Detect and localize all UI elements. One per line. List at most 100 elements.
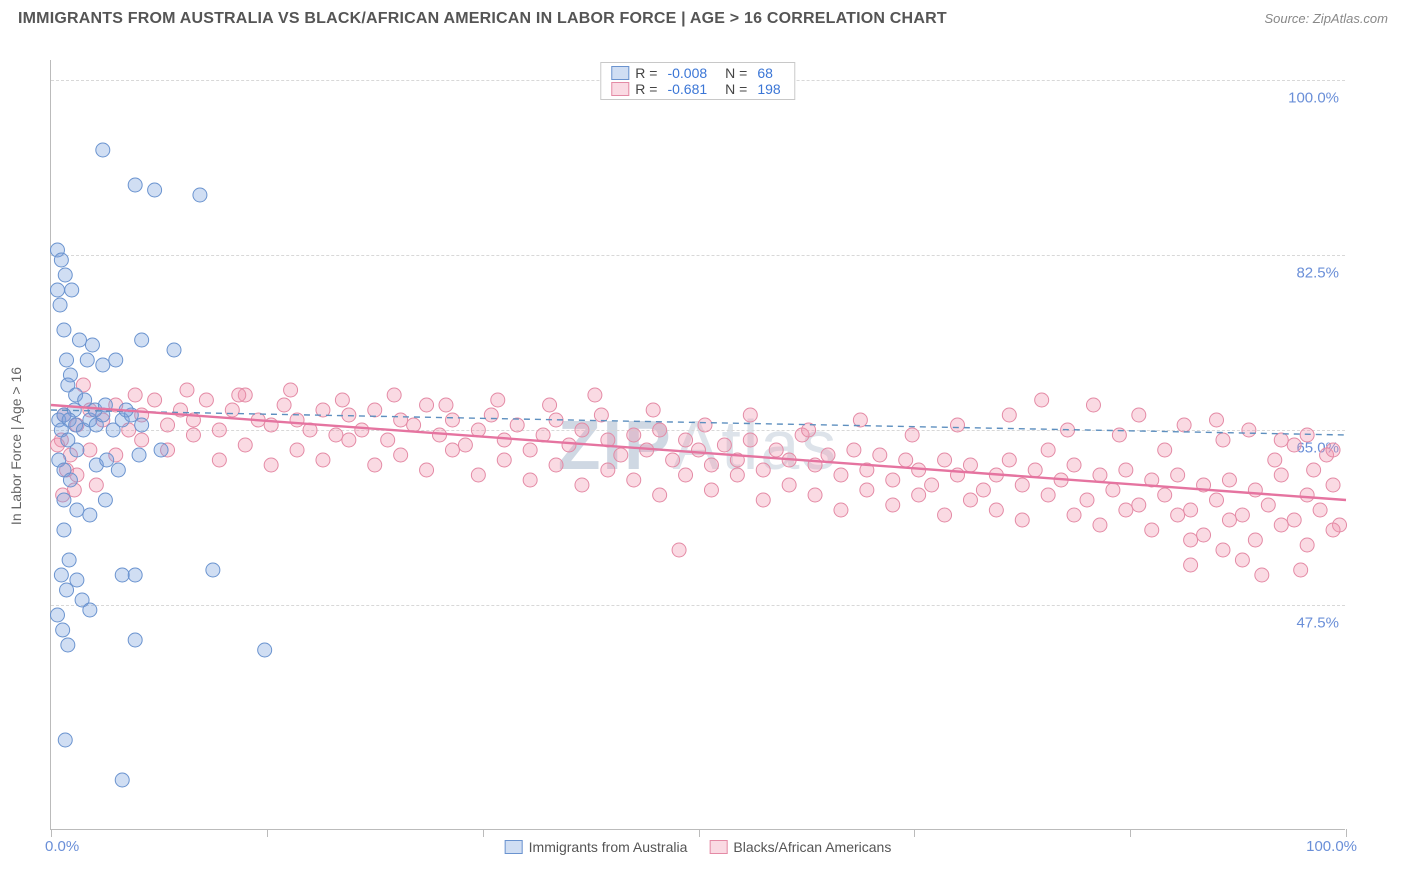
data-point-black: [1184, 503, 1198, 517]
legend-item-aus: Immigrants from Australia: [505, 839, 688, 855]
data-point-black: [1287, 438, 1301, 452]
data-point-black: [1261, 498, 1275, 512]
data-point-black: [743, 433, 757, 447]
data-point-black: [277, 398, 291, 412]
data-point-black: [284, 383, 298, 397]
data-point-black: [264, 458, 278, 472]
n-value-aus: 68: [753, 65, 777, 81]
x-tick: [483, 829, 484, 837]
data-point-aus: [57, 493, 71, 507]
data-point-black: [1300, 538, 1314, 552]
data-point-black: [1313, 503, 1327, 517]
data-point-black: [646, 403, 660, 417]
data-point-aus: [109, 353, 123, 367]
data-point-black: [1216, 433, 1230, 447]
data-point-black: [666, 453, 680, 467]
data-point-black: [445, 413, 459, 427]
data-point-black: [316, 453, 330, 467]
data-point-aus: [111, 463, 125, 477]
data-point-black: [1326, 443, 1340, 457]
data-point-black: [808, 488, 822, 502]
data-point-black: [128, 388, 142, 402]
data-point-black: [335, 393, 349, 407]
r-value-aus: -0.008: [663, 65, 711, 81]
data-point-black: [342, 433, 356, 447]
data-point-aus: [128, 568, 142, 582]
data-point-black: [1171, 468, 1185, 482]
data-point-black: [83, 443, 97, 457]
data-point-black: [925, 478, 939, 492]
data-point-black: [1248, 533, 1262, 547]
data-point-aus: [193, 188, 207, 202]
data-point-black: [1035, 393, 1049, 407]
data-point-black: [1242, 423, 1256, 437]
data-point-aus: [115, 568, 129, 582]
data-point-black: [1041, 488, 1055, 502]
data-point-black: [549, 458, 563, 472]
data-point-aus: [65, 283, 79, 297]
data-point-black: [1119, 463, 1133, 477]
data-point-black: [562, 438, 576, 452]
n-label: N =: [725, 81, 747, 97]
data-point-black: [1171, 508, 1185, 522]
x-tick: [1346, 829, 1347, 837]
data-point-black: [704, 458, 718, 472]
data-point-black: [212, 453, 226, 467]
data-point-aus: [148, 183, 162, 197]
data-point-black: [543, 398, 557, 412]
data-point-black: [886, 498, 900, 512]
data-point-black: [989, 503, 1003, 517]
r-label: R =: [635, 81, 657, 97]
data-point-black: [1015, 513, 1029, 527]
data-point-black: [199, 393, 213, 407]
data-point-black: [458, 438, 472, 452]
data-point-aus: [128, 178, 142, 192]
data-point-aus: [70, 503, 84, 517]
data-point-black: [575, 423, 589, 437]
n-value-black: 198: [753, 81, 784, 97]
data-point-aus: [206, 563, 220, 577]
legend-label-aus: Immigrants from Australia: [529, 839, 688, 855]
data-point-black: [290, 443, 304, 457]
data-point-black: [510, 418, 524, 432]
r-label: R =: [635, 65, 657, 81]
data-point-aus: [61, 638, 75, 652]
data-point-black: [1216, 543, 1230, 557]
data-point-black: [782, 478, 796, 492]
data-point-aus: [60, 353, 74, 367]
data-point-black: [1158, 443, 1172, 457]
data-point-black: [1086, 398, 1100, 412]
data-point-black: [1222, 473, 1236, 487]
r-value-black: -0.681: [663, 81, 711, 97]
x-tick: [267, 829, 268, 837]
data-point-aus: [63, 473, 77, 487]
data-point-black: [1002, 453, 1016, 467]
data-point-black: [899, 453, 913, 467]
data-point-black: [1028, 463, 1042, 477]
data-point-black: [1106, 483, 1120, 497]
data-point-black: [769, 443, 783, 457]
data-point-black: [381, 433, 395, 447]
data-point-black: [588, 388, 602, 402]
data-point-black: [1300, 428, 1314, 442]
x-tick: [914, 829, 915, 837]
data-point-aus: [100, 453, 114, 467]
data-point-black: [653, 423, 667, 437]
data-point-black: [1268, 453, 1282, 467]
x-label-left: 0.0%: [45, 838, 79, 855]
data-point-black: [1132, 408, 1146, 422]
data-point-black: [834, 503, 848, 517]
data-point-black: [1197, 528, 1211, 542]
data-point-black: [1093, 468, 1107, 482]
source-link[interactable]: ZipAtlas.com: [1313, 11, 1388, 26]
plot-svg: [51, 60, 1345, 829]
data-point-black: [497, 433, 511, 447]
data-point-aus: [135, 333, 149, 347]
data-point-aus: [56, 623, 70, 637]
data-point-black: [484, 408, 498, 422]
data-point-black: [1145, 523, 1159, 537]
data-point-aus: [128, 633, 142, 647]
data-point-black: [905, 428, 919, 442]
data-point-black: [420, 398, 434, 412]
data-point-black: [1002, 408, 1016, 422]
